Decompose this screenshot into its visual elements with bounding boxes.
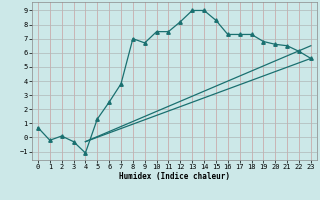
X-axis label: Humidex (Indice chaleur): Humidex (Indice chaleur) bbox=[119, 172, 230, 181]
